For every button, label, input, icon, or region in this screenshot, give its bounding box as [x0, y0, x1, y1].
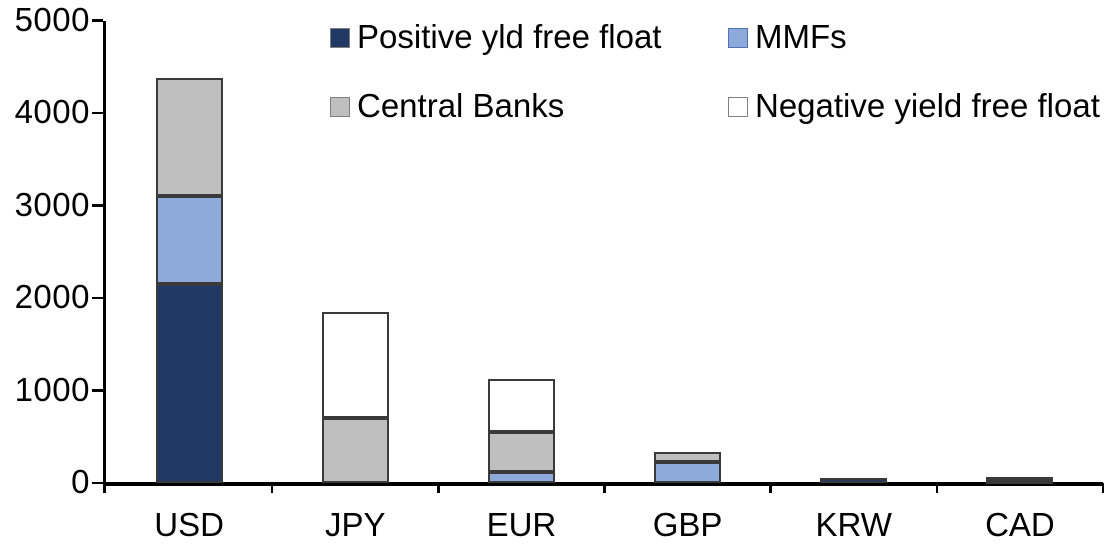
bar-segment-mmfs	[654, 461, 722, 483]
category-label: EUR	[486, 506, 557, 543]
bar-segment-central-banks	[654, 451, 722, 462]
legend-label: Negative yield free float	[755, 87, 1100, 124]
category-label: GBP	[652, 506, 723, 543]
y-axis	[103, 20, 106, 493]
x-tick-mark	[935, 483, 939, 493]
legend-label: MMFs	[755, 18, 847, 55]
y-tick-mark	[92, 111, 103, 115]
y-tick-label: 3000	[14, 185, 90, 223]
x-axis	[103, 482, 1103, 486]
legend-swatch-2	[330, 97, 350, 117]
legend-label: Positive yld free float	[357, 18, 662, 55]
bar-segment-negative-yield-free-float	[487, 379, 555, 433]
category-label: CAD	[985, 506, 1055, 543]
bar-segment-positive-yld-free-float	[820, 478, 888, 483]
y-tick-label: 2000	[14, 278, 90, 315]
category-label: JPY	[324, 506, 386, 543]
y-tick-mark	[92, 19, 103, 22]
bar-segment-mmfs	[487, 471, 555, 483]
bar-segment-mmfs	[155, 196, 223, 285]
legend-label: Central Banks	[357, 87, 565, 124]
y-tick-label: 1000	[14, 370, 90, 408]
bar-segment-positive-yld-free-float	[155, 284, 223, 483]
y-tick-mark	[92, 204, 103, 207]
legend-swatch-0	[330, 28, 350, 48]
x-tick-mark	[603, 483, 606, 493]
x-tick-mark	[270, 483, 274, 493]
y-tick-label: 0	[71, 463, 90, 500]
category-label: KRW	[815, 506, 892, 543]
y-tick-mark	[92, 296, 103, 300]
bar-segment-central-banks	[986, 476, 1054, 481]
bar-segment-central-banks	[155, 78, 223, 197]
bar-segment-negative-yield-free-float	[321, 311, 389, 419]
x-tick-mark	[769, 483, 772, 493]
y-tick-label: 4000	[14, 93, 90, 130]
bar-segment-central-banks	[321, 418, 389, 483]
x-tick-mark	[437, 483, 440, 493]
bar-segment-positive-yld-free-float	[986, 480, 1054, 485]
y-tick-label: 5000	[14, 0, 90, 38]
legend-swatch-3	[728, 97, 748, 117]
y-tick-mark	[92, 389, 103, 392]
category-label: USD	[154, 506, 224, 543]
bar-segment-central-banks	[487, 432, 555, 472]
x-tick-mark	[1101, 483, 1105, 493]
legend-swatch-1	[728, 28, 748, 48]
y-tick-mark	[92, 481, 103, 485]
